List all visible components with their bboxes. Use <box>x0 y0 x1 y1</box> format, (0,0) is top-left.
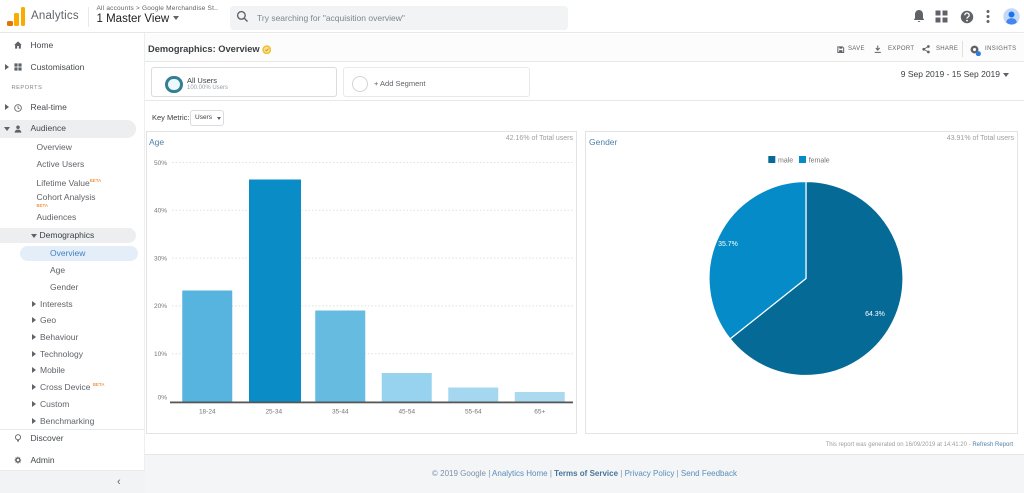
svg-text:40%: 40% <box>154 207 167 214</box>
svg-text:65+: 65+ <box>534 408 545 415</box>
svg-text:male: male <box>778 157 793 164</box>
svg-text:45-54: 45-54 <box>398 408 415 415</box>
svg-text:50%: 50% <box>154 159 167 166</box>
svg-text:35.7%: 35.7% <box>718 241 738 248</box>
svg-text:female: female <box>809 157 830 164</box>
svg-text:20%: 20% <box>154 303 167 310</box>
svg-text:35-44: 35-44 <box>332 408 349 415</box>
svg-text:30%: 30% <box>154 255 167 262</box>
svg-text:64.3%: 64.3% <box>865 311 885 318</box>
svg-text:10%: 10% <box>154 351 167 358</box>
svg-text:18-24: 18-24 <box>199 408 216 415</box>
svg-text:55-64: 55-64 <box>465 408 482 415</box>
svg-text:0%: 0% <box>158 394 168 401</box>
svg-text:25-34: 25-34 <box>265 408 282 415</box>
